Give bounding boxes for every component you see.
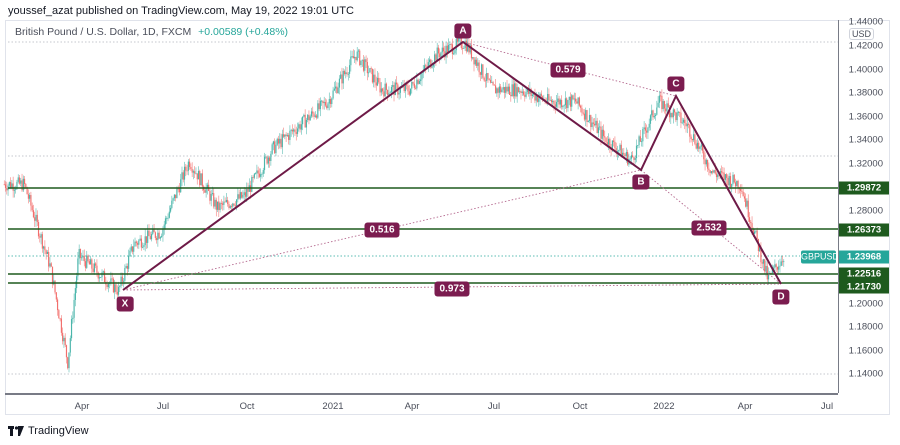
point-d-label: D <box>772 289 790 305</box>
time-tick: Jul <box>487 401 501 412</box>
symbol-tag: GBPUSD <box>801 250 840 264</box>
level-label: 1.21730 <box>839 280 889 294</box>
gridlines <box>8 41 838 375</box>
price-tick: 1.14000 <box>848 368 883 380</box>
point-c-label: C <box>667 76 685 92</box>
time-tick: Oct <box>239 401 255 412</box>
brand-name: TradingView <box>28 425 89 437</box>
chart-frame <box>5 20 890 415</box>
price-tick: 1.44000 <box>848 16 883 28</box>
time-tick: Apr <box>737 401 753 412</box>
xabcd-pattern[interactable] <box>122 40 782 291</box>
time-axis[interactable]: Apr Jul Oct 2021 Apr Jul Oct 2022 Apr Ju… <box>5 393 838 417</box>
chart-legend: British Pound / U.S. Dollar, 1D, FXCM +0… <box>15 26 288 38</box>
ratio-bd-label: 2.532 <box>691 220 727 236</box>
price-tick: 1.18000 <box>848 321 883 333</box>
point-a-label: A <box>454 23 472 39</box>
price-tick: 1.20000 <box>848 298 883 310</box>
time-tick: Jul <box>820 401 834 412</box>
price-tick: 1.16000 <box>848 345 883 357</box>
level-label: 1.29872 <box>839 181 889 195</box>
price-tick: 1.34000 <box>848 134 883 146</box>
time-tick: 2022 <box>653 401 675 412</box>
tradingview-logo-icon <box>8 426 24 436</box>
price-tick: 1.36000 <box>848 111 883 123</box>
price-tick: 1.40000 <box>848 64 883 76</box>
time-tick: 2021 <box>322 401 344 412</box>
time-tick: Oct <box>572 401 588 412</box>
time-tick: Apr <box>74 401 90 412</box>
tradingview-logo[interactable]: TradingView <box>8 425 89 437</box>
ratio-xb-label: 0.516 <box>364 222 400 238</box>
price-tick: 1.28000 <box>848 205 883 217</box>
publisher-line: youssef_azat published on TradingView.co… <box>8 5 354 17</box>
time-tick: Jul <box>156 401 170 412</box>
ratio-xd-label: 0.973 <box>434 281 470 297</box>
currency-badge[interactable]: USD <box>849 28 875 40</box>
price-tick: 1.32000 <box>848 158 883 170</box>
symbol-title: British Pound / U.S. Dollar, 1D, FXCM <box>15 26 192 38</box>
price-change: +0.00589 (+0.48%) <box>198 26 289 38</box>
time-tick: Apr <box>404 401 420 412</box>
level-label: 1.22516 <box>839 267 889 281</box>
price-tick: 1.38000 <box>848 87 883 99</box>
horizontal-levels[interactable] <box>8 187 838 284</box>
point-b-label: B <box>632 174 650 190</box>
level-label: 1.26373 <box>839 223 889 237</box>
price-tick: 1.42000 <box>848 40 883 52</box>
ratio-ac-label: 0.579 <box>550 62 586 78</box>
current-price-label: 1.23968 <box>839 250 889 264</box>
point-x-label: X <box>116 296 134 312</box>
price-axis[interactable]: USD 1.44000 1.42000 1.40000 1.38000 1.36… <box>838 16 891 393</box>
